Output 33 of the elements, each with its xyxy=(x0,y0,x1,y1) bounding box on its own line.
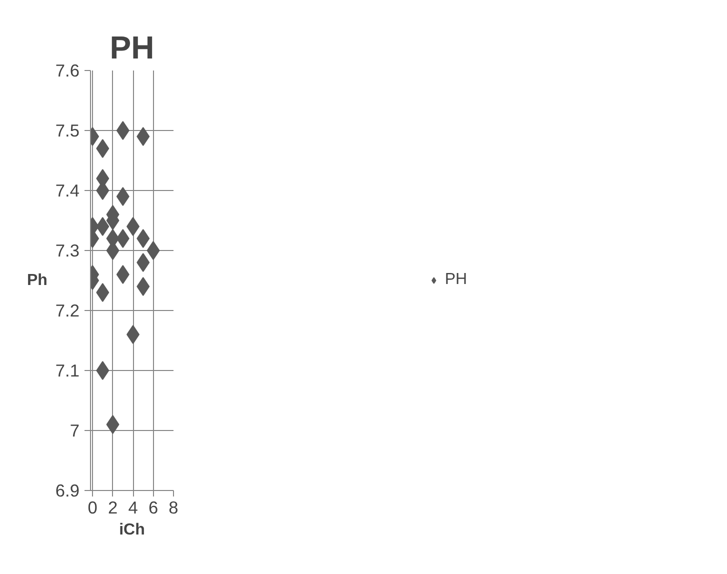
point xyxy=(136,229,150,248)
x-tick-label: 2 xyxy=(108,498,118,518)
y-tick-label: 7.2 xyxy=(55,300,80,320)
y-tick-label: 7.5 xyxy=(55,120,80,140)
point xyxy=(96,283,110,302)
point xyxy=(116,265,130,284)
y-tick-label: 6.9 xyxy=(55,480,80,500)
x-tick-label: 6 xyxy=(148,498,158,518)
point xyxy=(96,361,110,380)
point xyxy=(136,253,150,272)
point xyxy=(116,121,130,140)
x-axis-title: iCh xyxy=(119,522,145,538)
point xyxy=(116,187,130,206)
x-tick-label: 4 xyxy=(128,498,138,518)
point xyxy=(96,139,110,158)
x-tick-label: 0 xyxy=(88,498,98,518)
y-tick-label: 7 xyxy=(70,420,80,440)
y-tick-label: 7.3 xyxy=(55,240,80,260)
point xyxy=(126,325,140,344)
x-tick-label: 8 xyxy=(168,498,178,518)
y-tick-label: 7.1 xyxy=(55,360,80,380)
point xyxy=(146,241,160,260)
y-axis-title: Ph xyxy=(26,272,48,289)
point xyxy=(136,127,150,146)
y-tick-label: 7.6 xyxy=(55,60,80,80)
point xyxy=(136,277,150,296)
point xyxy=(126,217,140,236)
legend-label: PH xyxy=(444,271,468,289)
y-tick-label: 7.4 xyxy=(55,180,80,200)
point xyxy=(106,415,120,434)
point xyxy=(96,217,110,236)
point xyxy=(116,229,130,248)
chart-title: PH xyxy=(110,30,154,66)
